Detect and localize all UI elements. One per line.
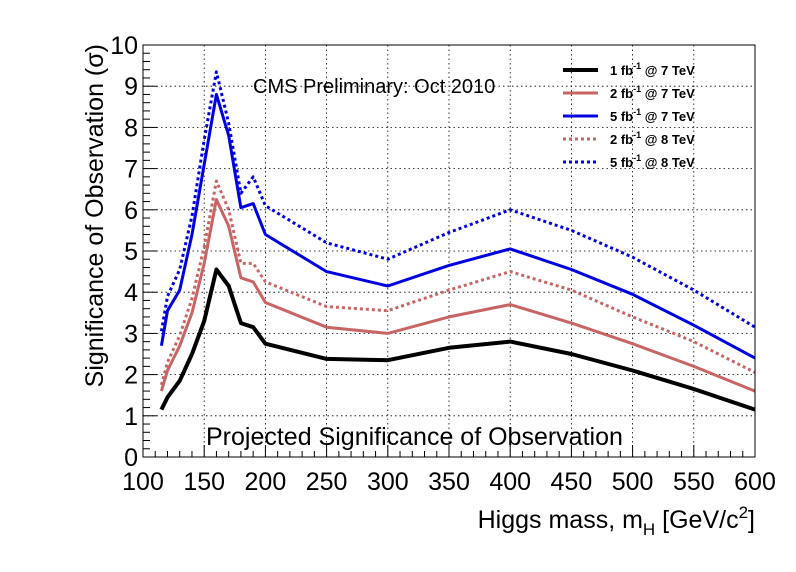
y-tick-label: 9 <box>124 73 138 101</box>
x-tick-label: 100 <box>122 468 164 496</box>
y-tick-label: 4 <box>124 279 138 307</box>
x-axis-title-superscript: 2 <box>739 503 748 522</box>
x-tick-label: 200 <box>245 468 287 496</box>
x-axis-title-main: Higgs mass, m <box>478 506 643 534</box>
chart-annotation: CMS Preliminary: Oct 2010 <box>253 76 495 98</box>
y-tick-label: 2 <box>124 362 138 390</box>
x-tick-label: 500 <box>612 468 654 496</box>
y-tick-label: 7 <box>124 156 138 184</box>
legend-label-main: 2 fb <box>610 86 633 101</box>
series-line-2 <box>159 198 756 393</box>
x-tick-label: 400 <box>489 468 531 496</box>
axis-ticks <box>142 44 756 458</box>
x-tick-label: 300 <box>367 468 409 496</box>
legend-label-rest: @ 8 TeV <box>641 132 695 147</box>
legend-label-rest: @ 7 TeV <box>641 63 695 78</box>
legend-label-4: 2 fb-1 @ 8 TeV <box>610 130 695 147</box>
series-line-4 <box>159 179 756 386</box>
y-tick-label: 5 <box>124 238 138 266</box>
y-axis-title: Significance of Observation (σ) <box>81 44 109 387</box>
series-lines <box>159 70 756 412</box>
x-axis-title-close: ] <box>748 506 755 534</box>
legend-label-2: 2 fb-1 @ 7 TeV <box>610 84 695 101</box>
legend-label-superscript: -1 <box>633 61 641 71</box>
series-line-3 <box>159 92 756 360</box>
legend-label-superscript: -1 <box>633 153 641 163</box>
x-axis-title-unit: [GeV/c <box>655 506 738 534</box>
x-axis-title: Higgs mass, mH [GeV/c2] <box>478 503 755 539</box>
legend-label-3: 5 fb-1 @ 7 TeV <box>610 107 695 124</box>
series-line-5 <box>159 70 756 332</box>
y-tick-label: 0 <box>124 444 138 472</box>
series-line-1 <box>159 267 756 412</box>
y-tick-label: 3 <box>124 320 138 348</box>
x-axis-title-subscript: H <box>643 520 655 539</box>
chart-title: Projected Significance of Observation <box>206 423 623 451</box>
legend-label-1: 1 fb-1 @ 7 TeV <box>610 61 695 78</box>
y-tick-label: 1 <box>124 403 138 431</box>
x-tick-label: 150 <box>183 468 225 496</box>
legend-label-superscript: -1 <box>633 84 641 94</box>
x-tick-label: 450 <box>551 468 593 496</box>
y-tick-label: 6 <box>124 197 138 225</box>
legend-label-main: 1 fb <box>610 63 633 78</box>
legend-label-superscript: -1 <box>633 107 641 117</box>
legend-label-rest: @ 8 TeV <box>641 155 695 170</box>
tick-labels: 100 150 200 250 300 350 400 450 500 550 600 0 1 2 3 4 5 6… <box>110 32 776 496</box>
legend-label-main: 5 fb <box>610 155 633 170</box>
x-tick-label: 550 <box>673 468 715 496</box>
legend-label-rest: @ 7 TeV <box>641 86 695 101</box>
legend-label-main: 5 fb <box>610 109 633 124</box>
y-tick-label: 10 <box>110 32 138 60</box>
x-tick-label: 600 <box>734 468 776 496</box>
y-tick-label: 8 <box>124 114 138 142</box>
legend-label-rest: @ 7 TeV <box>641 109 695 124</box>
x-tick-label: 250 <box>306 468 348 496</box>
x-tick-label: 350 <box>428 468 470 496</box>
legend-label-superscript: -1 <box>633 130 641 140</box>
legend-label-main: 2 fb <box>610 132 633 147</box>
legend-label-5: 5 fb-1 @ 8 TeV <box>610 153 695 170</box>
